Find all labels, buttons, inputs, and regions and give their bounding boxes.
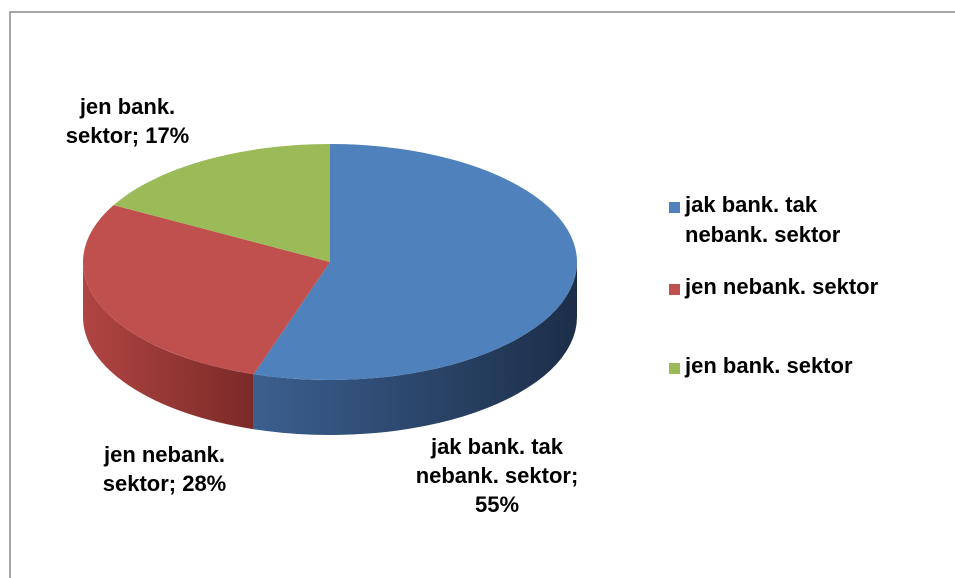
slice-side xyxy=(83,262,254,430)
slice xyxy=(113,144,331,262)
legend-swatch xyxy=(669,284,680,295)
legend-label: jak bank. tak nebank. sektor xyxy=(685,192,841,247)
slice-top xyxy=(253,144,577,380)
slice xyxy=(83,205,331,430)
slice-top xyxy=(113,144,331,262)
slice-top xyxy=(83,205,331,375)
data-label: jak bank. tak nebank. sektor; 55% xyxy=(415,434,579,517)
slice xyxy=(253,144,578,435)
legend-label: jen bank. sektor xyxy=(685,353,853,378)
chart-border xyxy=(9,11,955,578)
legend-swatch xyxy=(669,363,680,374)
legend-swatch xyxy=(669,202,680,213)
data-label: jen bank. sektor; 17% xyxy=(65,94,190,148)
slice-side xyxy=(253,262,578,435)
legend-label: jen nebank. sektor xyxy=(685,274,879,299)
data-label: jen nebank. sektor; 28% xyxy=(102,442,227,496)
